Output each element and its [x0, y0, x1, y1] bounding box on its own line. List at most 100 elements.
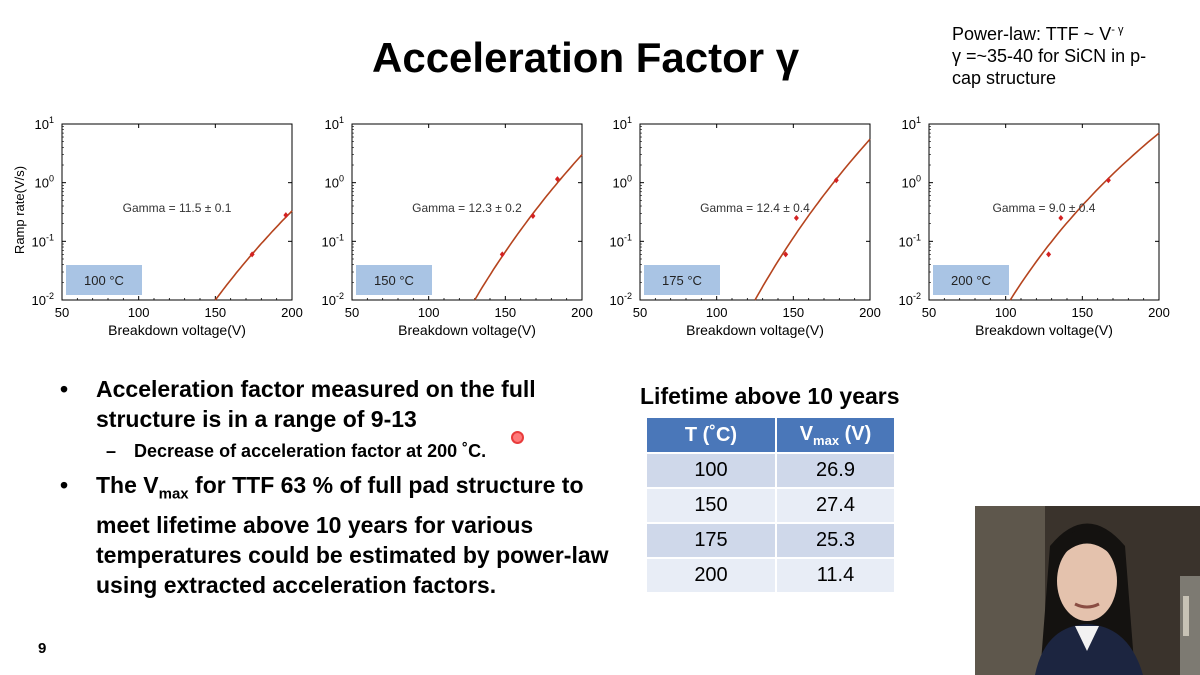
cell-vmax: 26.9: [775, 452, 896, 489]
x-axis-label: Breakdown voltage(V): [108, 322, 246, 338]
plot-100c-svg: 50 100 150 200 10-2 10-1 100 101 Breakdown volta…: [12, 115, 303, 338]
y-tick-label: 101: [35, 115, 54, 132]
y-tick-label: 101: [902, 115, 921, 132]
sub-bullet-1-text: Decrease of acceleration factor at 200 ˚…: [134, 441, 487, 461]
temp-label-box: [356, 265, 432, 295]
x-tick-label: 50: [922, 305, 936, 320]
temp-label: 175 °C: [662, 273, 702, 288]
plot-150c-svg: 50 100 150 200 10-2 10-1 100 101 Breakdown volta…: [322, 115, 593, 338]
data-point: [783, 251, 789, 258]
y-tick-label: 101: [325, 115, 344, 132]
data-point: [530, 213, 536, 220]
x-axis-label: Breakdown voltage(V): [975, 322, 1113, 338]
temp-label-box: [933, 265, 1009, 295]
x-tick-label: 150: [1071, 305, 1093, 320]
col-vmax: Vmax (V): [775, 416, 896, 454]
y-tick-label: 101: [613, 115, 632, 132]
power-law-note: Power-law: TTF ~ V- γ γ =~35-40 for SiCN…: [952, 19, 1192, 89]
x-tick-label: 100: [706, 305, 728, 320]
temp-label: 200 °C: [951, 273, 991, 288]
slide-title: Acceleration Factor γ: [372, 34, 800, 81]
y-tick-label: 100: [613, 174, 632, 191]
temp-label: 150 °C: [374, 273, 414, 288]
y-tick-label: 10-2: [899, 291, 921, 308]
x-tick-label: 200: [1148, 305, 1170, 320]
cell-temperature: 175: [645, 522, 777, 559]
bullet-1-text: Acceleration factor measured on the full…: [96, 376, 536, 432]
sub-bullet-1: – Decrease of acceleration factor at 200…: [60, 438, 620, 464]
x-tick-label: 150: [782, 305, 804, 320]
y-tick-label: 10-1: [322, 232, 344, 249]
x-tick-label: 200: [571, 305, 593, 320]
data-point: [1058, 214, 1064, 221]
bullet-2-sub: max: [158, 485, 189, 503]
y-axis-label: Ramp rate(V/s): [12, 166, 27, 254]
x-tick-label: 50: [55, 305, 69, 320]
gamma-annotation: Gamma = 9.0 ± 0.4: [993, 201, 1096, 215]
x-tick-label: 150: [494, 305, 516, 320]
y-tick-label: 10-2: [322, 291, 344, 308]
table-row: 200 11.4: [645, 557, 896, 594]
x-tick-label: 50: [345, 305, 359, 320]
data-point: [283, 212, 289, 219]
cell-vmax: 25.3: [775, 522, 896, 559]
note-line-2: γ =~35-40 for SiCN in p-: [952, 46, 1147, 66]
note-exponent: - γ: [1111, 24, 1124, 36]
temp-label: 100 °C: [84, 273, 124, 288]
y-tick-label: 10-2: [32, 291, 54, 308]
cell-temperature: 100: [645, 452, 777, 489]
fit-curve: [754, 138, 871, 301]
bullet-2: • The Vmax for TTF 63 % of full pad stru…: [60, 470, 620, 600]
cell-vmax: 11.4: [775, 557, 896, 594]
bullet-symbol: •: [60, 376, 69, 402]
presenter-webcam: [975, 506, 1200, 675]
col-vmax-main: V: [799, 422, 814, 445]
x-tick-label: 150: [204, 305, 226, 320]
table-title: Lifetime above 10 years: [640, 383, 900, 409]
table-row: 100 26.9: [645, 452, 896, 489]
x-tick-label: 200: [281, 305, 303, 320]
table-row: 175 25.3: [645, 522, 896, 559]
note-line-1: Power-law: TTF ~ V: [952, 24, 1112, 44]
x-tick-label: 100: [995, 305, 1017, 320]
data-point: [833, 177, 839, 184]
y-tick-label: 10-1: [610, 232, 632, 249]
plot-200c-svg: 50 100 150 200 10-2 10-1 100 101 Breakdown volta…: [899, 115, 1170, 338]
pointer-cursor: [511, 431, 524, 444]
y-tick-label: 10-1: [899, 232, 921, 249]
presenter-video-frame: [975, 506, 1200, 675]
data-point: [1046, 251, 1052, 258]
cell-temperature: 150: [645, 487, 777, 524]
col-temperature: T (˚C): [645, 416, 777, 454]
y-tick-label: 10-2: [610, 291, 632, 308]
lifetime-table: T (˚C) Vmax (V) 100 26.9 150 27.4 175 25…: [645, 416, 896, 594]
x-tick-label: 100: [418, 305, 440, 320]
dash-symbol: –: [106, 441, 117, 461]
data-point: [499, 251, 505, 258]
cell-vmax: 27.4: [775, 487, 896, 524]
y-tick-label: 10-1: [32, 232, 54, 249]
data-point: [249, 251, 255, 258]
cell-temperature: 200: [645, 557, 777, 594]
col-vmax-unit: (V): [839, 422, 872, 445]
fit-curve: [1009, 132, 1160, 301]
x-tick-label: 100: [128, 305, 150, 320]
plot-175c-svg: 50 100 150 200 10-2 10-1 100 101 Breakdown volta…: [610, 115, 881, 338]
bullet-list: • Acceleration factor measured on the fu…: [60, 374, 620, 600]
x-axis-label: Breakdown voltage(V): [398, 322, 536, 338]
note-line-3: cap structure: [952, 68, 1057, 88]
plot-100c: 50 100 150 200 10-2 10-1 100 101 Breakdown volta…: [10, 110, 303, 345]
bullet-2-post: for TTF 63 % of full pad structure to me…: [96, 472, 609, 598]
x-axis-label: Breakdown voltage(V): [686, 322, 824, 338]
data-point: [1105, 177, 1111, 184]
bullet-1: • Acceleration factor measured on the fu…: [60, 374, 620, 434]
gamma-annotation: Gamma = 11.5 ± 0.1: [123, 201, 232, 215]
x-tick-label: 200: [859, 305, 881, 320]
plot-175c: 50 100 150 200 10-2 10-1 100 101 Breakdown volta…: [588, 110, 881, 345]
y-tick-label: 100: [902, 174, 921, 191]
temp-label-box: [66, 265, 142, 295]
plot-200c: 50 100 150 200 10-2 10-1 100 101 Breakdown volta…: [877, 110, 1170, 345]
y-tick-label: 100: [35, 174, 54, 191]
gamma-annotation: Gamma = 12.4 ± 0.4: [700, 201, 810, 215]
bullet-2-text: The Vmax for TTF 63 % of full pad struct…: [96, 472, 609, 598]
